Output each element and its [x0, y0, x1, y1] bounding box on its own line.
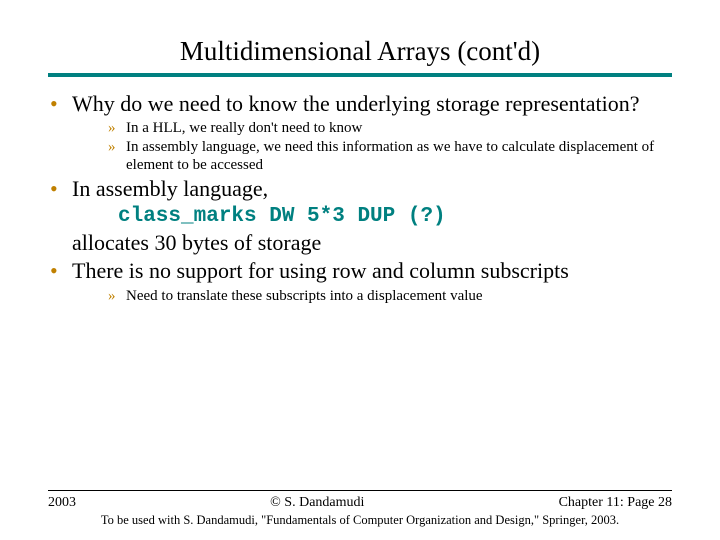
- bullet-level2: » Need to translate these subscripts int…: [108, 287, 672, 305]
- sub-bullet-marker-icon: »: [108, 287, 126, 305]
- footer-row: 2003 © S. Dandamudi Chapter 11: Page 28: [48, 495, 672, 511]
- bullet-level2: » In a HLL, we really don't need to know: [108, 119, 672, 137]
- footer-year: 2003: [48, 495, 76, 511]
- bullet-level1: • In assembly language,: [48, 176, 672, 202]
- sub-bullet-text: Need to translate these subscripts into …: [126, 287, 672, 305]
- slide-content: • Why do we need to know the underlying …: [48, 91, 672, 305]
- bullet-text: In assembly language,: [72, 176, 672, 202]
- footer-page: Chapter 11: Page 28: [559, 495, 672, 511]
- bullet-text: Why do we need to know the underlying st…: [72, 91, 672, 117]
- slide: Multidimensional Arrays (cont'd) • Why d…: [0, 0, 720, 540]
- footer-divider: [48, 490, 672, 491]
- bullet-text: There is no support for using row and co…: [72, 258, 672, 284]
- bullet-marker-icon: •: [48, 176, 72, 202]
- bullet-level1: • There is no support for using row and …: [48, 258, 672, 284]
- footer-caption: To be used with S. Dandamudi, "Fundament…: [48, 513, 672, 528]
- bullet-level2: » In assembly language, we need this inf…: [108, 138, 672, 174]
- sub-bullet-text: In a HLL, we really don't need to know: [126, 119, 672, 137]
- bullet-marker-icon: •: [48, 258, 72, 284]
- slide-title: Multidimensional Arrays (cont'd): [48, 36, 672, 67]
- title-divider: [48, 73, 672, 77]
- code-line: class_marks DW 5*3 DUP (?): [118, 205, 672, 228]
- bullet-marker-icon: •: [48, 91, 72, 117]
- bullet-continuation: allocates 30 bytes of storage: [72, 230, 672, 256]
- footer-copyright: © S. Dandamudi: [270, 495, 364, 511]
- sub-bullet-marker-icon: »: [108, 119, 126, 137]
- sub-bullet-text: In assembly language, we need this infor…: [126, 138, 672, 174]
- bullet-level1: • Why do we need to know the underlying …: [48, 91, 672, 117]
- sub-bullet-marker-icon: »: [108, 138, 126, 174]
- slide-footer: 2003 © S. Dandamudi Chapter 11: Page 28 …: [0, 490, 720, 528]
